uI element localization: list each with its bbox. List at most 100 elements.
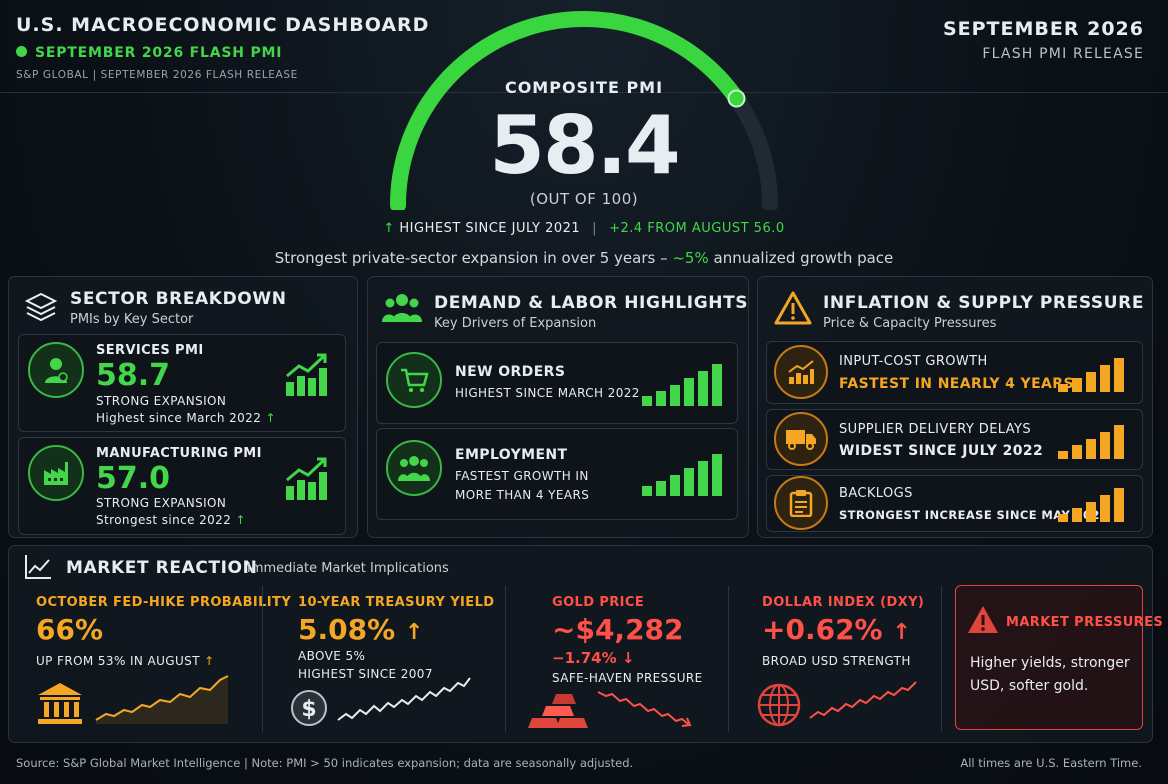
growth-chart-icon: [286, 353, 327, 396]
layers-icon: [24, 292, 58, 322]
treasury-note-2: HIGHEST SINCE 2007: [298, 667, 433, 681]
pressures-head: MARKET PRESSURES: [1006, 615, 1164, 630]
gauge-stat-change: +2.4 FROM AUGUST 56.0: [609, 221, 785, 236]
input-cost-card: [766, 341, 1143, 404]
gauge-label: COMPOSITE PMI: [504, 78, 664, 97]
treasury-head: 10-YEAR TREASURY YIELD: [298, 595, 495, 610]
new-orders-label: NEW ORDERS: [455, 364, 566, 380]
services-label: SERVICES PMI: [96, 343, 204, 358]
growth-chart-icon: [286, 457, 327, 500]
treasury-value-wrap: 5.08% ↑: [298, 613, 423, 646]
treasury-note-1: ABOVE 5%: [298, 649, 366, 663]
gauge-value: 58.4: [489, 99, 680, 192]
employment-note-2: MORE THAN 4 YEARS: [455, 488, 590, 502]
services-note-text: Highest since March 2022: [96, 411, 262, 425]
clipboard-icon: [774, 476, 828, 530]
bar-trend-icon: [1058, 358, 1124, 392]
arrow-up-icon: ↑: [383, 221, 395, 236]
line-chart-icon: [25, 555, 51, 579]
arrow-up-icon: ↑: [404, 620, 424, 645]
manufacturing-note: Strongest since 2022 ↑: [96, 513, 246, 527]
svg-text:$: $: [301, 697, 316, 722]
market-title: MARKET REACTION: [66, 558, 258, 578]
treasury-value: 5.08%: [298, 613, 396, 646]
market-pressures-box: [955, 585, 1143, 730]
divider: [941, 586, 942, 732]
supplier-delays-note: WIDEST SINCE JULY 2022: [839, 443, 1044, 459]
dollar-trend-line: [809, 681, 917, 719]
person-icon: [28, 342, 84, 398]
divider: [728, 586, 729, 732]
divider: [262, 586, 263, 732]
cart-icon: [386, 352, 442, 408]
truck-icon: [774, 412, 828, 466]
bank-icon: [38, 683, 82, 724]
services-value: 58.7: [96, 358, 171, 393]
gold-bars-icon: [528, 694, 588, 728]
dashboard-title: U.S. MACROECONOMIC DASHBOARD: [16, 14, 430, 36]
bar-trend-icon: [1058, 425, 1124, 459]
sector-title: SECTOR BREAKDOWN: [70, 289, 287, 309]
alert-icon: [968, 606, 998, 633]
gauge-stat-high: HIGHEST SINCE JULY 2021: [399, 221, 581, 236]
dollar-coin-icon: $: [291, 690, 327, 726]
warning-icon: [774, 291, 812, 325]
new-orders-note: HIGHEST SINCE MARCH 2022: [455, 386, 640, 400]
backlogs-label: BACKLOGS: [839, 486, 913, 501]
sector-subtitle: PMIs by Key Sector: [70, 312, 194, 327]
gauge-fill: [390, 10, 745, 210]
dollar-head: DOLLAR INDEX (DXY): [762, 595, 925, 610]
gauge-stats: ↑ HIGHEST SINCE JULY 2021 | +2.4 FROM AUGU…: [300, 221, 868, 236]
employment-note-1: FASTEST GROWTH IN: [455, 469, 589, 483]
demand-subtitle: Key Drivers of Expansion: [434, 316, 597, 331]
supplier-delays-label: SUPPLIER DELIVERY DELAYS: [839, 422, 1032, 437]
people-icon: [386, 440, 442, 496]
footer-source: Source: S&P Global Market Intelligence |…: [16, 756, 634, 770]
arrow-up-icon: ↑: [235, 513, 246, 527]
gold-trend-line: [597, 691, 692, 727]
arrow-down-icon: ↓: [621, 649, 635, 667]
bar-trend-icon: [1058, 488, 1124, 522]
factory-icon: [28, 445, 84, 501]
header-divider: [0, 92, 1168, 93]
gold-change-wrap: −1.74% ↓: [552, 649, 634, 667]
fed-value: 66%: [36, 613, 104, 646]
manufacturing-value: 57.0: [96, 461, 171, 496]
release-subtitle-text: SEPTEMBER 2026 FLASH PMI: [35, 45, 283, 61]
market-subtitle: Immediate Market Implications: [247, 561, 449, 576]
backlogs-card: [766, 475, 1143, 532]
inflation-subtitle: Price & Capacity Pressures: [823, 316, 997, 331]
dollar-value: +0.62%: [762, 613, 883, 646]
supplier-delays-card: [766, 409, 1143, 470]
gold-change: −1.74%: [552, 649, 617, 667]
manufacturing-status: STRONG EXPANSION: [96, 496, 227, 510]
composite-pmi-gauge: [390, 10, 778, 210]
gauge-marker: [727, 89, 746, 108]
arrow-up-icon: ↑: [204, 654, 215, 668]
divider: [505, 586, 506, 732]
summary-text: Strongest private-sector expansion in ov…: [274, 249, 673, 267]
input-cost-label: INPUT-COST GROWTH: [839, 354, 988, 369]
release-month: SEPTEMBER 2026: [942, 18, 1144, 40]
dollar-note: BROAD USD STRENGTH: [762, 654, 911, 668]
gauge-summary: Strongest private-sector expansion in ov…: [200, 249, 968, 267]
services-note: Highest since March 2022 ↑: [96, 411, 276, 425]
manufacturing-label: MANUFACTURING PMI: [96, 446, 262, 461]
backlogs-note: STRONGEST INCREASE SINCE MAY 2022: [839, 508, 1109, 522]
bar-trend-icon: [642, 454, 722, 496]
gold-note: SAFE-HAVEN PRESSURE: [552, 671, 703, 685]
gauge-scale: (OUT OF 100): [529, 190, 639, 208]
fed-head: OCTOBER FED-HIKE PROBABILITY: [36, 595, 292, 610]
gold-value: ~$4,282: [552, 613, 684, 646]
summary-text-end: annualized growth pace: [708, 249, 894, 267]
status-dot-icon: [16, 46, 27, 57]
demand-title: DEMAND & LABOR HIGHLIGHTS: [434, 293, 749, 313]
summary-highlight: ~5%: [672, 249, 709, 267]
bar-trend-icon: [642, 364, 722, 406]
market-reaction-panel: [8, 545, 1153, 743]
gold-head: GOLD PRICE: [552, 595, 645, 610]
release-subtitle: SEPTEMBER 2026 FLASH PMI: [16, 45, 282, 61]
treasury-trend-line: [337, 677, 471, 721]
services-status: STRONG EXPANSION: [96, 394, 227, 408]
pressures-text: Higher yields, stronger USD, softer gold…: [970, 655, 1130, 694]
